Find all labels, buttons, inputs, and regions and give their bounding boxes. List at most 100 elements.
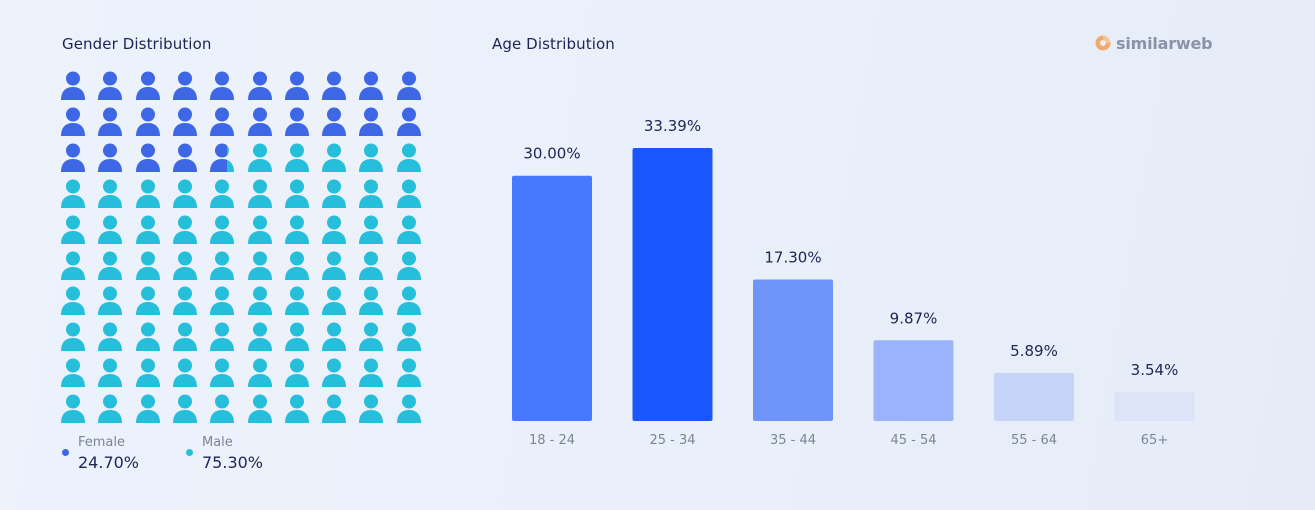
person-icon [61, 286, 85, 316]
person-icon [172, 322, 197, 352]
female-legend-dot [62, 449, 69, 456]
person-icon [172, 394, 197, 424]
legend-value-female: 24.70% [78, 453, 140, 472]
person-icon [322, 286, 347, 316]
age-distribution-title: Age Distribution [492, 35, 615, 53]
person-icon [210, 143, 235, 172]
person-icon [98, 107, 123, 136]
age-distribution-bar-chart: 30.00% 18 - 24 33.39% 25 - 34 17.30% 35 - 44 9… [512, 117, 1195, 448]
bar-25-34[interactable] [632, 148, 713, 421]
bar-35-44[interactable] [753, 279, 833, 421]
person-icon [284, 71, 309, 100]
bar-65plus[interactable] [1114, 392, 1195, 421]
x-tick-label: 25 - 34 [649, 433, 695, 448]
person-icon [210, 286, 235, 316]
male-legend-dot [186, 449, 193, 456]
person-icon [396, 322, 421, 352]
person-icon [98, 251, 123, 280]
person-icon [359, 179, 384, 208]
person-icon [210, 215, 235, 244]
person-icon [359, 286, 384, 316]
person-icon [98, 394, 123, 424]
similarweb-logo-icon [1095, 35, 1111, 51]
person-icon [172, 71, 197, 100]
person-icon [247, 215, 272, 244]
person-icon [284, 322, 309, 352]
person-icon [98, 286, 123, 316]
person-icon [135, 215, 160, 244]
bar-55-64[interactable] [994, 372, 1074, 421]
person-icon [98, 322, 123, 352]
person-icon [135, 322, 160, 352]
bar-value-label: 5.89% [1010, 342, 1058, 360]
person-icon [247, 71, 272, 100]
person-icon [172, 215, 197, 244]
person-icon [247, 107, 272, 136]
person-icon [98, 71, 123, 100]
person-icon [359, 71, 384, 100]
person-icon [210, 322, 235, 352]
person-icon [284, 215, 309, 244]
person-icon [359, 358, 384, 388]
x-tick-label: 45 - 54 [890, 433, 936, 448]
bar-45-54[interactable] [873, 340, 954, 421]
person-icon [322, 71, 347, 100]
person-icon [61, 179, 85, 208]
person-icon [61, 251, 85, 280]
person-icon [135, 71, 160, 100]
person-icon [359, 394, 384, 424]
person-icon [210, 179, 235, 208]
person-icon [284, 107, 309, 136]
person-icon [359, 215, 384, 244]
person-icon [61, 71, 85, 100]
person-icon [61, 322, 85, 352]
person-icon [247, 251, 272, 280]
person-icon [322, 215, 347, 244]
person-icon [210, 358, 235, 388]
gender-waffle-chart [60, 70, 428, 424]
bar-value-label: 17.30% [764, 249, 821, 267]
person-icon [210, 251, 235, 280]
bar-value-label: 33.39% [644, 117, 701, 135]
person-icon [247, 322, 272, 352]
person-icon [61, 394, 85, 424]
person-icon [172, 251, 197, 280]
person-icon [396, 215, 421, 244]
person-icon [172, 358, 197, 388]
person-icon [210, 71, 235, 100]
person-icon [396, 179, 421, 208]
person-icon [359, 143, 384, 172]
person-icon [284, 251, 309, 280]
person-icon [247, 394, 272, 424]
person-icon [98, 358, 123, 388]
person-icon [396, 107, 421, 136]
person-icon [284, 358, 309, 388]
person-icon [247, 358, 272, 388]
bar-18-24[interactable] [512, 175, 592, 421]
person-icon [61, 215, 85, 244]
person-icon [98, 143, 123, 172]
person-icon [396, 71, 421, 100]
person-icon [284, 179, 309, 208]
person-icon [322, 143, 347, 172]
person-icon [172, 286, 197, 316]
person-icon [247, 286, 272, 316]
person-icon [61, 143, 85, 172]
person-icon [172, 143, 197, 172]
similarweb-logo: similarweb [1094, 32, 1213, 54]
person-icon [396, 394, 421, 424]
x-tick-label: 65+ [1141, 433, 1168, 448]
person-icon [210, 394, 235, 424]
person-icon [247, 179, 272, 208]
bar-value-label: 3.54% [1131, 361, 1179, 379]
x-tick-label: 55 - 64 [1011, 433, 1057, 448]
person-icon [284, 394, 309, 424]
person-icon [135, 286, 160, 316]
person-icon [135, 394, 160, 424]
x-tick-label: 18 - 24 [529, 433, 575, 448]
legend-value-male: 75.30% [202, 453, 264, 472]
person-icon [396, 143, 421, 172]
person-icon [135, 358, 160, 388]
gender-distribution-title: Gender Distribution [62, 35, 212, 53]
person-icon [135, 251, 160, 280]
